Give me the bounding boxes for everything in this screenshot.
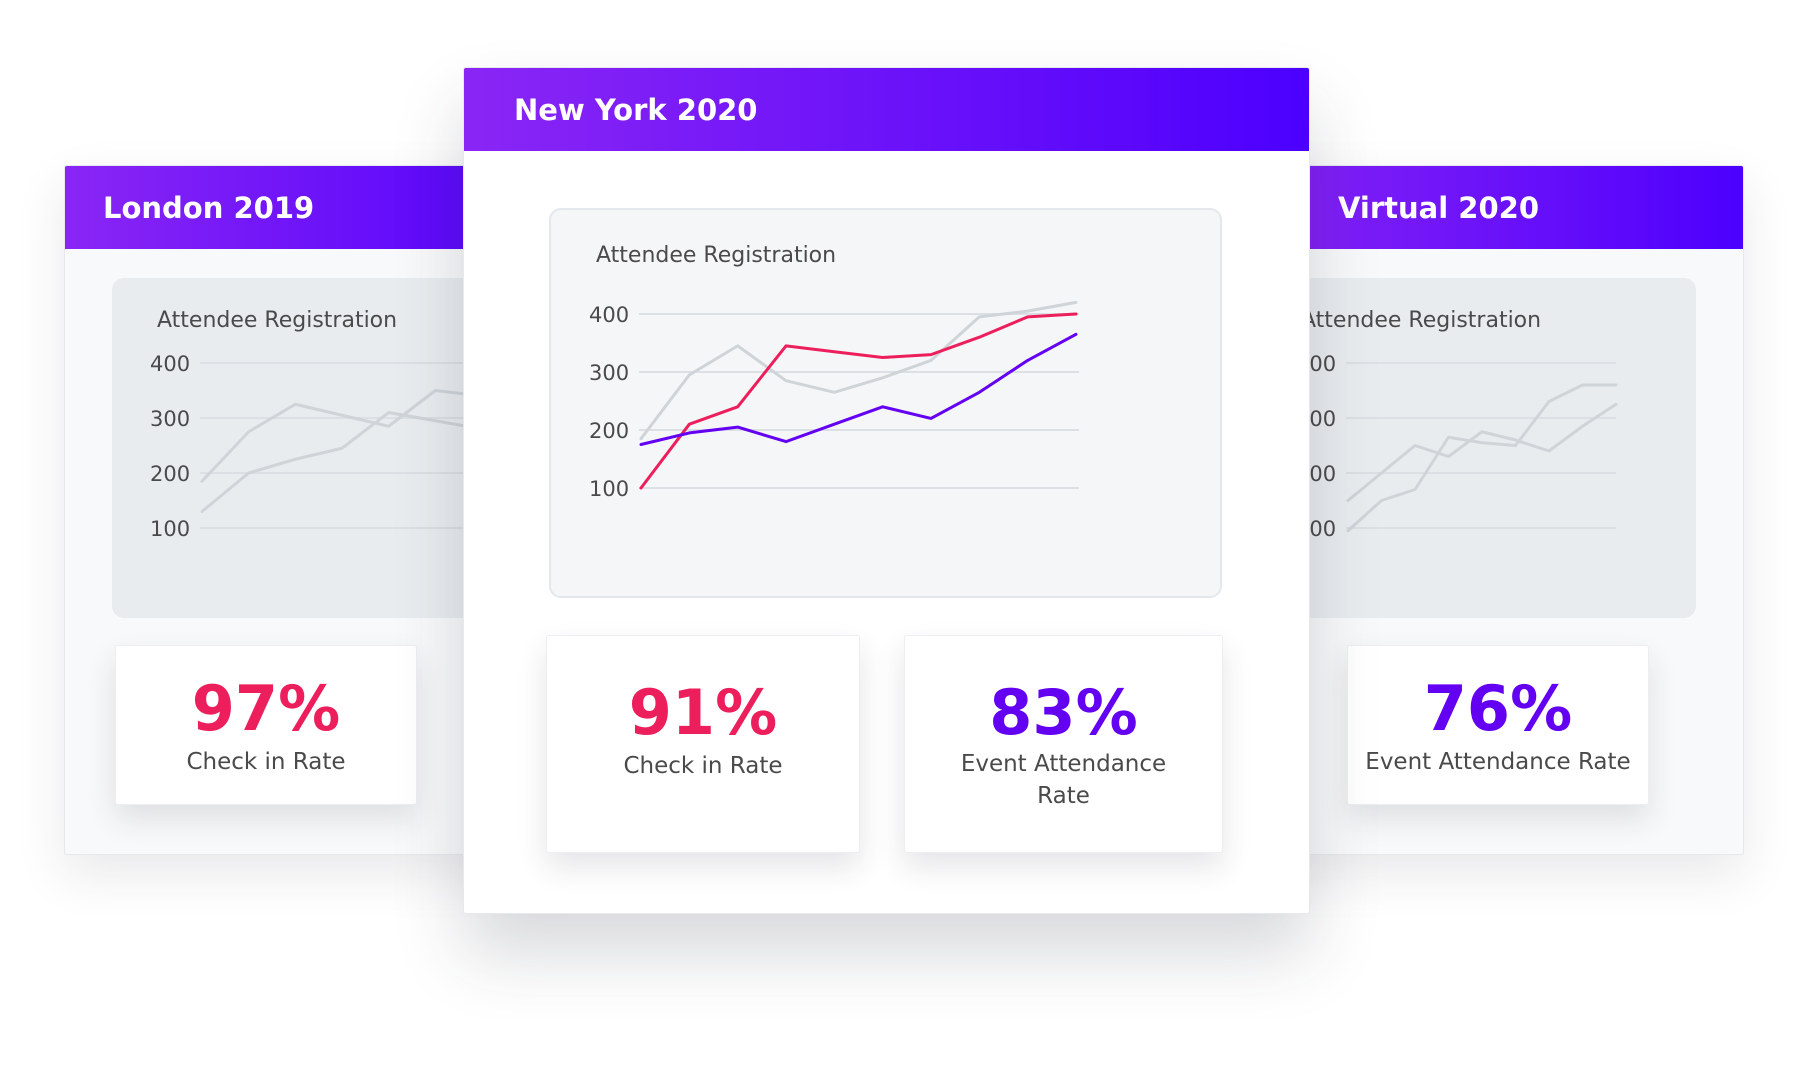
y-tick-label: 400 [150, 352, 190, 376]
chart-panel: Attendee Registration 100 200 300 400 [1266, 278, 1696, 618]
check-in-rate-stat: 91% Check in Rate [546, 635, 860, 853]
stat-label: Event Attendance Rate [960, 751, 1167, 809]
card-title: New York 2020 [514, 92, 758, 127]
series-line-0 [1346, 402, 1618, 502]
y-tick-label: 100 [589, 477, 629, 501]
card-header: New York 2020 [464, 68, 1309, 151]
stat-value: 91% [628, 676, 778, 749]
stat-label: Event Attendance Rate [1365, 749, 1631, 775]
y-tick-label: 300 [150, 407, 190, 431]
chart-title: Attendee Registration [1301, 308, 1542, 333]
card-title: Virtual 2020 [1338, 190, 1540, 225]
event-attendance-rate-stat: 83% Event Attendance Rate [904, 635, 1223, 853]
y-tick-label: 100 [150, 517, 190, 541]
event-attendance-rate-stat: 76% Event Attendance Rate [1347, 645, 1649, 805]
y-tick-label: 200 [589, 419, 629, 443]
series-line-1 [200, 411, 484, 513]
check-in-rate-stat: 97% Check in Rate [115, 645, 417, 805]
registration-chart: 100 200 300 400 [150, 352, 542, 541]
stat-value: 97% [191, 672, 341, 745]
chart-title: Attendee Registration [596, 243, 837, 268]
series-line-0 [200, 389, 484, 483]
card-title: London 2019 [103, 190, 315, 225]
series-line-1 [639, 312, 1078, 490]
registration-chart: 100 200 300 400 [589, 300, 1079, 501]
series-line-2 [639, 332, 1078, 446]
stat-value: 83% [989, 676, 1138, 749]
y-tick-label: 200 [150, 462, 190, 486]
stat-label: Check in Rate [623, 753, 783, 779]
y-tick-label: 400 [589, 303, 629, 327]
y-tick-label: 300 [589, 361, 629, 385]
series-line-1 [1346, 383, 1618, 533]
stat-label: Check in Rate [186, 749, 346, 775]
series-line-0 [639, 300, 1078, 441]
stat-value: 76% [1423, 672, 1573, 745]
chart-panel: Attendee Registration 100 200 300 400 [549, 208, 1222, 598]
chart-title: Attendee Registration [157, 308, 398, 333]
